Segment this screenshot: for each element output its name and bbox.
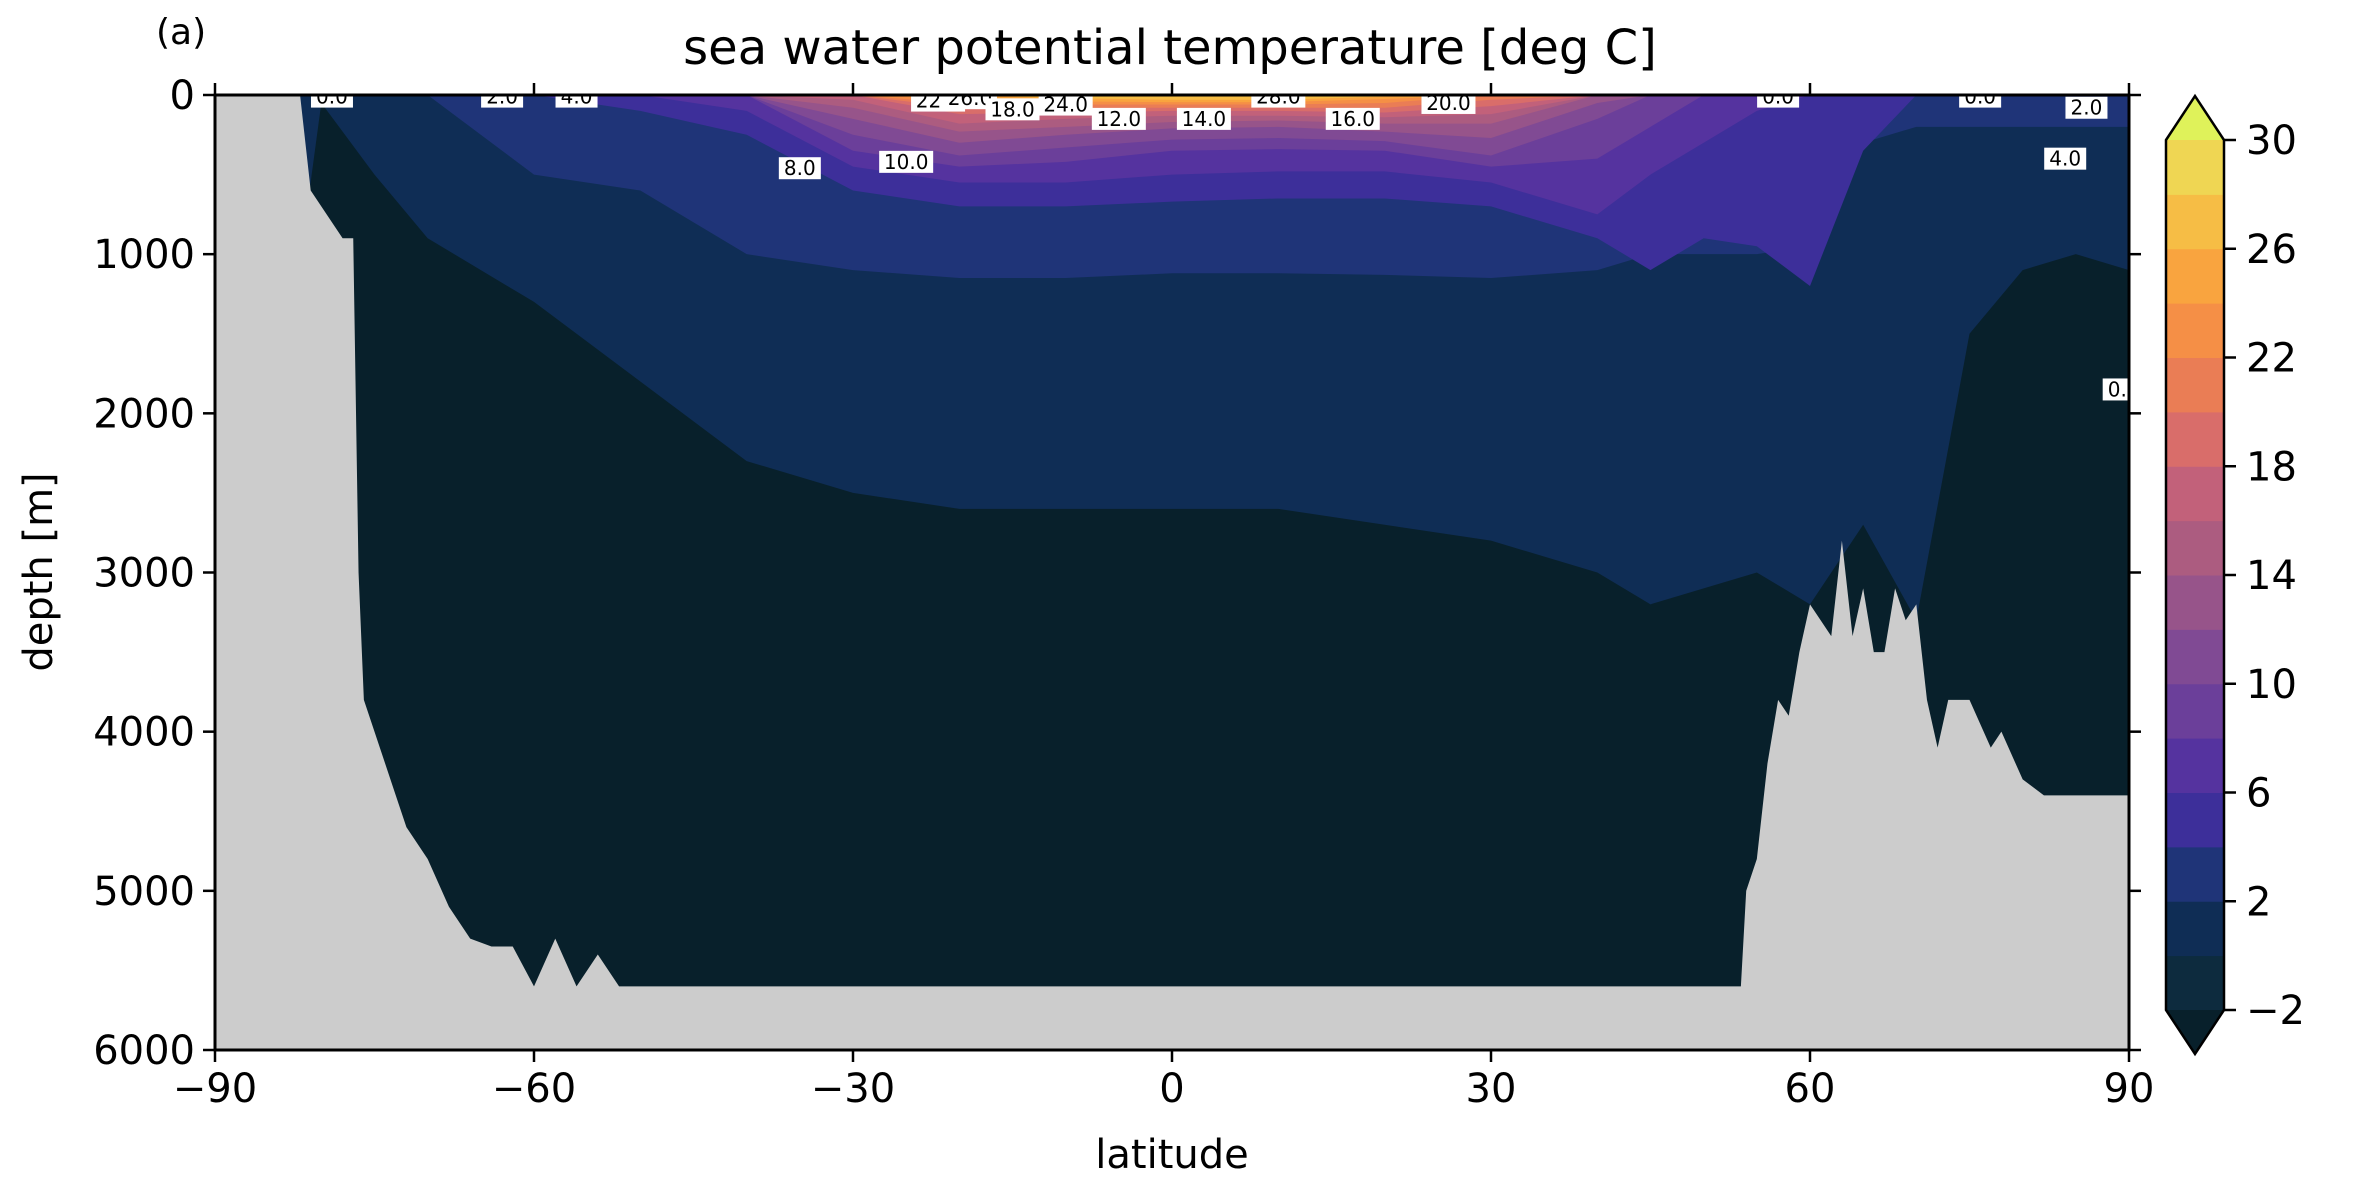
svg-text:14.0: 14.0: [1182, 107, 1227, 131]
colorbar-band-26: [2166, 194, 2224, 250]
contour-label-6: 24.0: [1038, 93, 1093, 117]
colorbar-band-18: [2166, 411, 2224, 467]
chart-title: sea water potential temperature [deg C]: [683, 20, 1657, 76]
contour-label-14: 0.0: [1757, 85, 1800, 109]
y-tick-label-2: 2000: [93, 391, 195, 437]
colorbar-tick-label-3: 10: [2246, 662, 2297, 708]
colorbar-tick-label-8: 30: [2246, 118, 2297, 164]
plot-area: 0.0 2.0 4.0 22.026.018.0 24.012.0 14.028.016.…: [215, 85, 2140, 1050]
x-tick-label-4: 30: [1466, 1066, 1517, 1112]
svg-text:20.0: 20.0: [1426, 91, 1471, 115]
y-tick-label-1: 1000: [93, 232, 195, 278]
contour-labels: 0.0 2.0 4.0 22.026.018.0 24.012.0 14.028.016.…: [310, 85, 2140, 401]
svg-text:0.0: 0.0: [1762, 85, 1794, 109]
y-tick-label-4: 4000: [93, 710, 195, 756]
colorbar-band-12: [2166, 575, 2224, 630]
colorbar-band-20: [2166, 357, 2224, 413]
contour-label-11: 20.0: [1421, 91, 1476, 115]
svg-text:10.0: 10.0: [884, 150, 929, 174]
svg-text:4.0: 4.0: [561, 85, 593, 109]
svg-text:16.0: 16.0: [1331, 107, 1376, 131]
svg-text:26.0: 26.0: [948, 86, 993, 110]
x-tick-label-1: −60: [492, 1066, 576, 1112]
colorbar-tick-label-2: 6: [2246, 771, 2271, 817]
temperature-band-26: [215, 95, 2129, 100]
x-tick-label-2: −30: [811, 1066, 895, 1112]
y-tick-label-3: 3000: [93, 551, 195, 597]
svg-text:18.0: 18.0: [990, 97, 1035, 121]
contour-label-0: 0.0: [310, 85, 353, 109]
colorbar-band-24: [2166, 248, 2224, 304]
contour-label-7: 12.0: [1091, 107, 1146, 131]
colorbar-tick-label-1: 2: [2246, 879, 2271, 925]
y-tick-label-6: 6000: [93, 1028, 195, 1074]
colorbar-tick-label-6: 22: [2246, 336, 2297, 382]
contour-label-16: 2.0: [2065, 96, 2108, 120]
contour-label-9: 28.0: [1251, 85, 1306, 109]
seafloor-mask: [215, 95, 2129, 1050]
colorbar-extend-low: [2166, 1010, 2224, 1054]
svg-text:2.0: 2.0: [2071, 96, 2103, 120]
x-tick-label-3: 0: [1159, 1066, 1184, 1112]
contour-label-10: 16.0: [1325, 107, 1380, 131]
colorbar-band-16: [2166, 466, 2224, 522]
contour-label-17: 4.0: [2044, 147, 2087, 171]
x-axis-label: latitude: [1095, 1132, 1248, 1178]
colorbar-tick-label-7: 26: [2246, 227, 2297, 273]
x-tick-label-6: 90: [2104, 1066, 2155, 1112]
colorbar-band-14: [2166, 520, 2224, 576]
x-axis: −90 −60 −30 0 30 60 90: [173, 83, 2155, 1112]
svg-text:2.0: 2.0: [486, 85, 518, 109]
panel-label: (a): [156, 12, 206, 53]
contour-label-8: 14.0: [1176, 107, 1231, 131]
svg-text:4.0: 4.0: [2049, 147, 2081, 171]
svg-text:0.0: 0.0: [316, 85, 348, 109]
colorbar-band-2: [2166, 846, 2224, 902]
colorbar-band-0: [2166, 901, 2224, 957]
colorbar-band-28: [2166, 140, 2224, 195]
y-tick-label-0: 0: [170, 73, 195, 119]
contour-label-5: 18.0: [985, 97, 1040, 121]
colorbar-band-6: [2166, 738, 2224, 793]
colorbar-band-10: [2166, 629, 2224, 685]
colorbar-extend-high: [2166, 96, 2224, 140]
svg-text:8.0: 8.0: [784, 156, 816, 180]
contour-label-4: 26.0: [942, 86, 997, 110]
contour-label-2: 4.0: [555, 85, 598, 109]
contour-label-15: 0.0: [1959, 85, 2002, 109]
temperature-band-0: [215, 95, 2129, 891]
colorbar-tick-label-0: −2: [2246, 988, 2305, 1034]
svg-text:28.0: 28.0: [1256, 85, 1301, 109]
svg-text:12.0: 12.0: [1097, 107, 1142, 131]
svg-text:0.0: 0.0: [2108, 377, 2140, 401]
y-axis: 0 1000 2000 3000 4000 5000 6000: [93, 73, 2141, 1074]
y-axis-label: depth [m]: [16, 472, 62, 671]
contour-label-12: 8.0: [778, 156, 821, 180]
x-tick-label-5: 60: [1785, 1066, 1836, 1112]
svg-text:24.0: 24.0: [1043, 93, 1088, 117]
colorbar-tick-label-4: 14: [2246, 553, 2297, 599]
contour-label-1: 2.0: [481, 85, 524, 109]
colorbar-band-8: [2166, 683, 2224, 739]
svg-text:0.0: 0.0: [1964, 85, 1996, 109]
contour-label-18: 0.0: [2102, 377, 2140, 401]
contour-label-13: 10.0: [879, 150, 934, 174]
temperature-contour-fill: [215, 95, 2129, 1050]
x-tick-label-0: −90: [173, 1066, 257, 1112]
y-tick-label-5: 5000: [93, 869, 195, 915]
colorbar-tick-label-5: 18: [2246, 444, 2297, 490]
colorbar-band-22: [2166, 303, 2224, 358]
colorbar-band-4: [2166, 792, 2224, 848]
colorbar-band--2: [2166, 955, 2224, 1011]
